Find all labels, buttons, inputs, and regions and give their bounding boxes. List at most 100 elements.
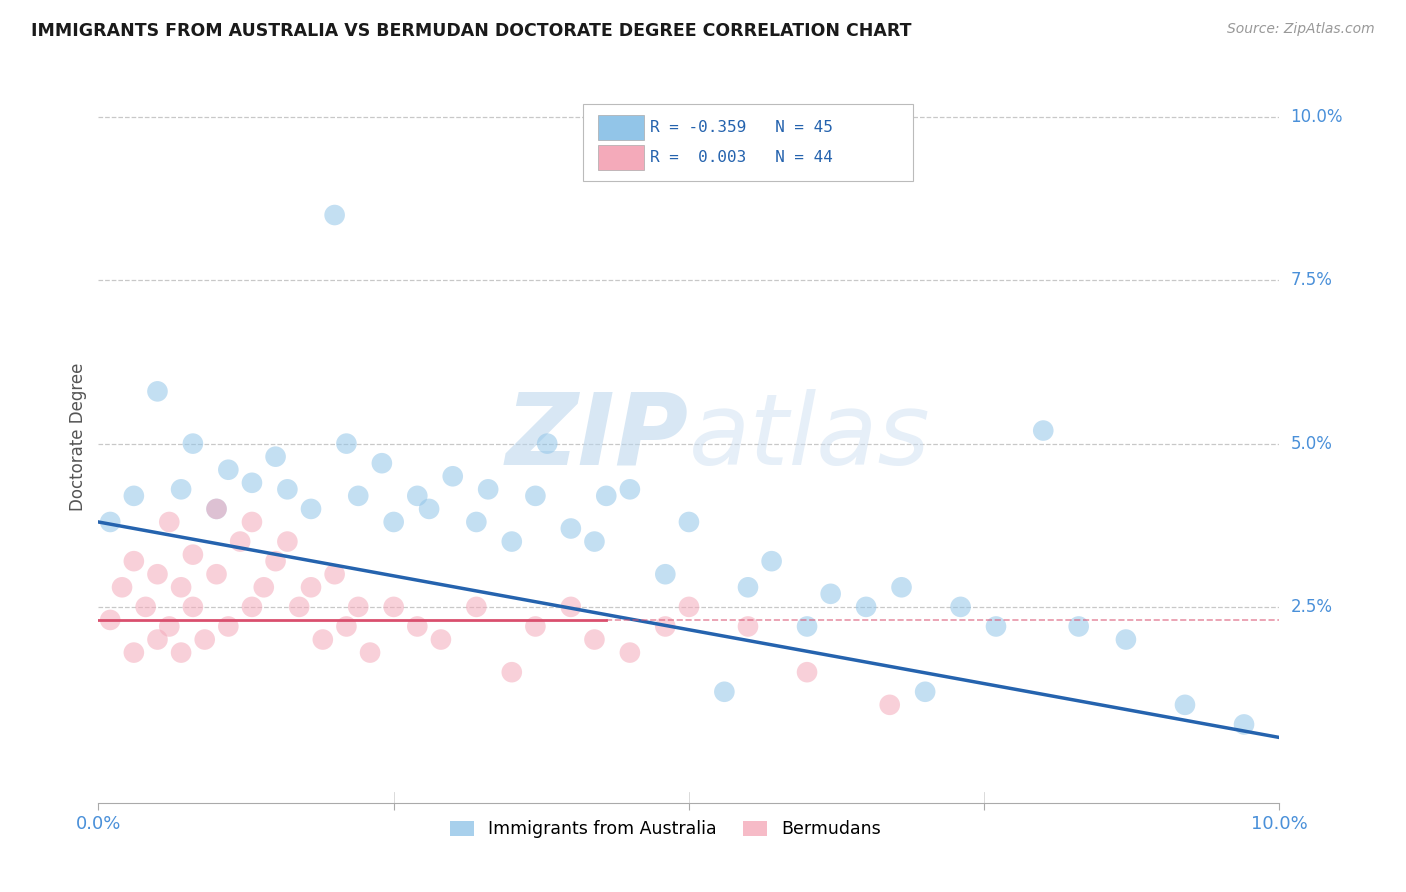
Point xyxy=(205,567,228,582)
Text: IMMIGRANTS FROM AUSTRALIA VS BERMUDAN DOCTORATE DEGREE CORRELATION CHART: IMMIGRANTS FROM AUSTRALIA VS BERMUDAN DO… xyxy=(31,22,911,40)
Point xyxy=(170,483,193,497)
Point xyxy=(98,515,121,529)
Point xyxy=(1174,698,1197,712)
Point xyxy=(737,580,759,594)
Point xyxy=(181,599,204,614)
Point xyxy=(501,665,523,680)
Point xyxy=(122,489,145,503)
Point xyxy=(217,619,239,633)
Point xyxy=(796,665,818,680)
Point xyxy=(371,456,394,470)
Point xyxy=(382,515,405,529)
Point xyxy=(264,450,287,464)
Point xyxy=(276,534,298,549)
Point xyxy=(122,646,145,660)
Point xyxy=(595,489,617,503)
Point xyxy=(135,599,157,614)
Point xyxy=(170,646,193,660)
Point xyxy=(146,567,169,582)
Point xyxy=(855,599,877,614)
Point xyxy=(240,599,263,614)
Point xyxy=(536,436,558,450)
Point xyxy=(406,619,429,633)
Point xyxy=(146,632,169,647)
Text: ZIP: ZIP xyxy=(506,389,689,485)
Point xyxy=(253,580,276,594)
Point xyxy=(98,613,121,627)
Point xyxy=(111,580,134,594)
Point xyxy=(288,599,311,614)
Point xyxy=(1233,717,1256,731)
Point xyxy=(477,483,499,497)
Point xyxy=(323,567,346,582)
Point xyxy=(170,580,193,594)
Point xyxy=(583,632,606,647)
Point xyxy=(441,469,464,483)
Point xyxy=(796,619,818,633)
Point xyxy=(761,554,783,568)
Point xyxy=(879,698,901,712)
Text: R =  0.003   N = 44: R = 0.003 N = 44 xyxy=(650,150,832,165)
Point xyxy=(194,632,217,647)
Point xyxy=(914,685,936,699)
Text: 10.0%: 10.0% xyxy=(1291,108,1343,126)
Point xyxy=(181,436,204,450)
Point xyxy=(217,463,239,477)
Point xyxy=(299,580,322,594)
Y-axis label: Doctorate Degree: Doctorate Degree xyxy=(69,363,87,511)
Point xyxy=(501,534,523,549)
Point xyxy=(1067,619,1090,633)
Point xyxy=(949,599,972,614)
Point xyxy=(229,534,252,549)
Point xyxy=(382,599,405,614)
Point xyxy=(619,646,641,660)
Point xyxy=(430,632,453,647)
Point xyxy=(560,599,582,614)
Point xyxy=(347,599,370,614)
Point xyxy=(583,534,606,549)
Point xyxy=(205,502,228,516)
Point xyxy=(524,619,547,633)
Point xyxy=(678,515,700,529)
Point xyxy=(984,619,1007,633)
Point xyxy=(146,384,169,399)
Text: 5.0%: 5.0% xyxy=(1291,434,1333,452)
Point xyxy=(335,436,357,450)
Point xyxy=(240,475,263,490)
Point xyxy=(1032,424,1054,438)
Point xyxy=(820,587,842,601)
Text: atlas: atlas xyxy=(689,389,931,485)
Point xyxy=(359,646,381,660)
Point xyxy=(264,554,287,568)
Point xyxy=(347,489,370,503)
Point xyxy=(713,685,735,699)
Point xyxy=(678,599,700,614)
Point xyxy=(205,502,228,516)
Text: Source: ZipAtlas.com: Source: ZipAtlas.com xyxy=(1227,22,1375,37)
Point xyxy=(240,515,263,529)
Point xyxy=(157,619,180,633)
Text: R = -0.359   N = 45: R = -0.359 N = 45 xyxy=(650,120,832,136)
Point xyxy=(312,632,335,647)
Point xyxy=(890,580,912,594)
Point xyxy=(737,619,759,633)
Point xyxy=(299,502,322,516)
Point xyxy=(276,483,298,497)
FancyBboxPatch shape xyxy=(582,104,914,181)
Legend: Immigrants from Australia, Bermudans: Immigrants from Australia, Bermudans xyxy=(443,814,887,846)
Point xyxy=(418,502,440,516)
Point xyxy=(1115,632,1137,647)
Point xyxy=(323,208,346,222)
Text: 7.5%: 7.5% xyxy=(1291,271,1333,289)
Point xyxy=(465,515,488,529)
FancyBboxPatch shape xyxy=(598,115,644,140)
Point xyxy=(619,483,641,497)
Point xyxy=(122,554,145,568)
Point xyxy=(654,619,676,633)
Point xyxy=(335,619,357,633)
Point xyxy=(465,599,488,614)
Point xyxy=(181,548,204,562)
FancyBboxPatch shape xyxy=(598,145,644,170)
Point xyxy=(560,521,582,535)
Point xyxy=(654,567,676,582)
